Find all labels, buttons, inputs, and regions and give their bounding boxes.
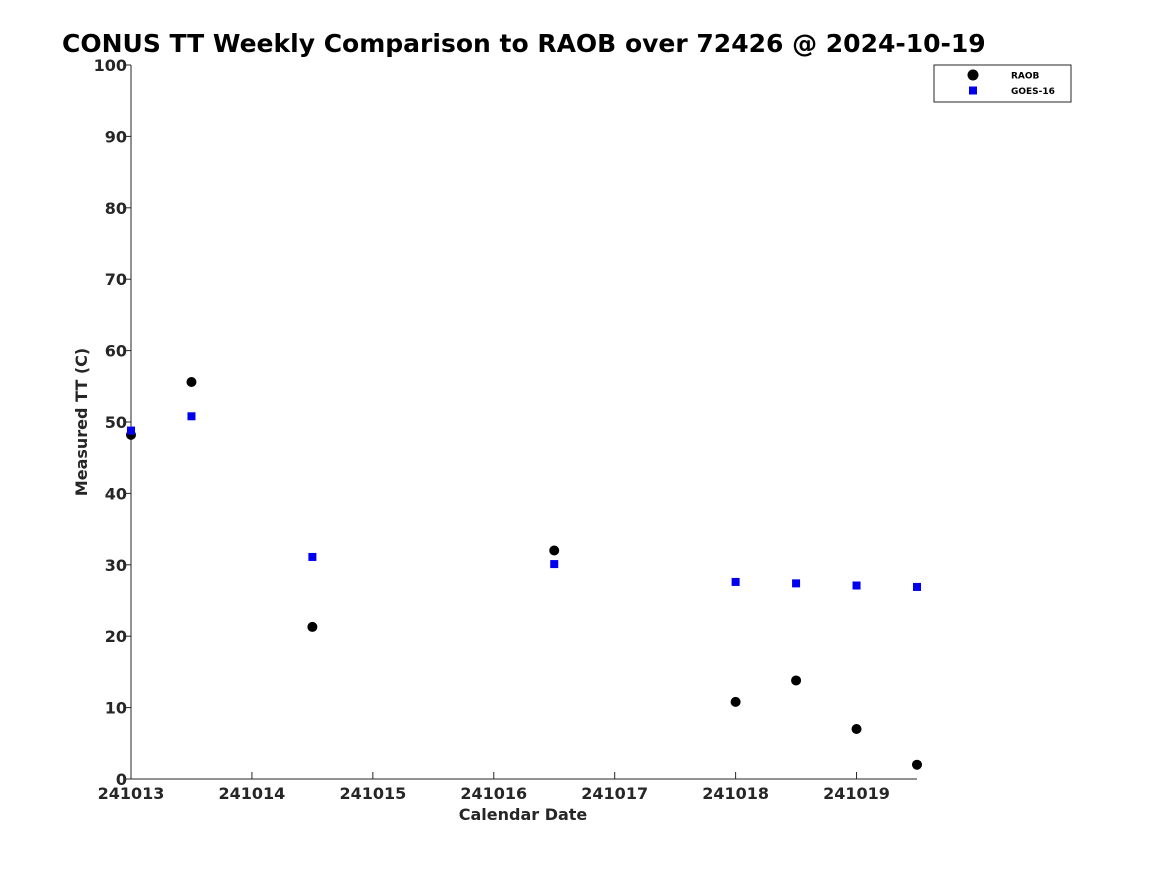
y-tick-label: 90 — [105, 127, 127, 146]
x-tick-label: 241017 — [581, 784, 648, 803]
y-tick-label: 100 — [94, 56, 127, 75]
legend-marker-raob — [967, 69, 979, 81]
x-tick-label: 241014 — [219, 784, 286, 803]
series-goes-16 — [127, 412, 921, 591]
y-axis-label: Measured TT (C) — [72, 348, 91, 496]
goes-16-point — [187, 412, 196, 421]
x-tick-label: 241013 — [98, 784, 165, 803]
y-tick-label: 0 — [116, 770, 127, 789]
goes-16-point — [913, 582, 921, 591]
legend-label: RAOB — [1011, 72, 1040, 82]
y-tick-label: 80 — [105, 199, 127, 218]
legend-label: GOES-16 — [1011, 87, 1055, 97]
chart-title: CONUS TT Weekly Comparison to RAOB over … — [62, 29, 986, 58]
x-tick-label: 241019 — [823, 784, 890, 803]
series-layer — [126, 377, 922, 770]
goes-16-point — [852, 581, 861, 590]
raob-point — [730, 696, 741, 707]
y-tick-label: 10 — [105, 699, 127, 718]
raob-point — [307, 621, 318, 632]
x-tick-label: 241018 — [702, 784, 769, 803]
x-ticks: 241013 241014 241015 241016 241017 241018 2410… — [98, 772, 890, 803]
y-tick-label: 40 — [105, 484, 127, 503]
raob-point — [186, 377, 197, 388]
legend-box — [933, 64, 1072, 103]
legend: RAOB GOES-16 — [933, 64, 1072, 103]
goes-16-point — [127, 426, 135, 435]
series-raob — [126, 377, 922, 770]
y-tick-label: 20 — [105, 627, 127, 646]
goes-16-point — [731, 577, 740, 586]
goes-16-point — [308, 552, 317, 561]
legend-marker-goes-16 — [969, 86, 977, 95]
raob-point — [791, 675, 802, 686]
y-tick-label: 60 — [105, 342, 127, 361]
axes — [130, 65, 917, 780]
raob-point — [912, 759, 922, 770]
x-axis-label: Calendar Date — [459, 805, 588, 824]
y-tick-label: 70 — [105, 270, 127, 289]
goes-16-point — [550, 560, 559, 569]
x-tick-label: 241016 — [460, 784, 527, 803]
raob-point — [549, 545, 560, 556]
y-tick-label: 30 — [105, 556, 127, 575]
x-tick-label: 241015 — [339, 784, 406, 803]
y-ticks: 0 10 20 30 40 50 60 70 80 90 100 — [94, 56, 131, 789]
goes-16-point — [792, 579, 801, 588]
raob-point — [851, 724, 862, 735]
y-tick-label: 50 — [105, 413, 127, 432]
